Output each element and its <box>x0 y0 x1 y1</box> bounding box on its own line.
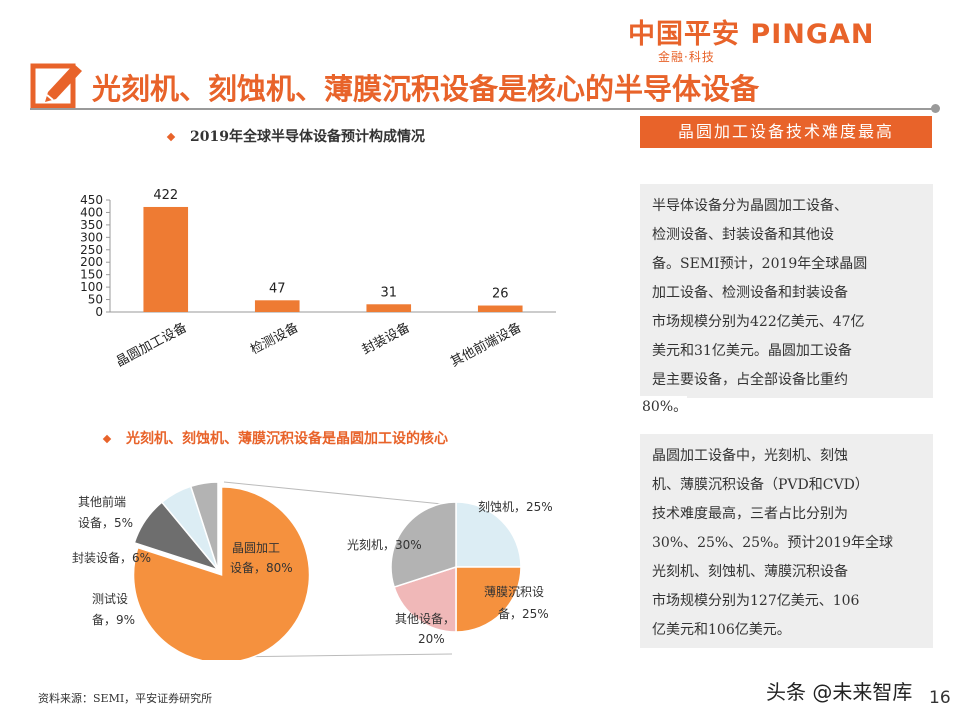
summary-line: 机、薄膜沉积设备（PVD和CVD） <box>652 477 869 493</box>
y-tick-label: 200 <box>80 255 103 269</box>
pie-label-test-2: 备，9% <box>92 613 135 627</box>
pie-label-other-2: 设备，5% <box>78 516 133 530</box>
summary-line: 市场规模分别为422亿美元、47亿 <box>652 314 865 330</box>
summary-box-2: 晶圆加工设备中，光刻机、刻蚀 机、薄膜沉积设备（PVD和CVD） 技术难度最高，… <box>640 434 933 648</box>
bar <box>143 206 189 312</box>
source-note: 资料来源：SEMI，平安证券研究所 <box>38 692 213 705</box>
pie-label-wafer-1: 晶圆加工 <box>232 541 280 555</box>
summary-box-1: 半导体设备分为晶圆加工设备、 检测设备、封装设备和其他设 备。SEMI预计，20… <box>640 184 933 398</box>
x-category-label: 晶圆加工设备 <box>113 319 189 370</box>
right-panel-header: 晶圆加工设备技术难度最高 <box>640 116 932 148</box>
summary-line: 晶圆加工设备中，光刻机、刻蚀 <box>652 448 848 464</box>
section-heading-text: 2019年全球半导体设备预计构成情况 <box>190 129 425 145</box>
summary-line: 是主要设备，占全部设备比重约 <box>652 372 848 388</box>
summary-line: 光刻机、刻蚀机、薄膜沉积设备 <box>652 564 848 580</box>
pie-connector-bottom <box>223 653 453 658</box>
pie-label-test-1: 测试设 <box>92 591 128 606</box>
section-heading-text: 光刻机、刻蚀机、薄膜沉积设备是晶圆加工设的核心 <box>126 431 448 447</box>
summary-line: 技术难度最高，三者占比分别为 <box>652 506 848 522</box>
pie-label-etch: 刻蚀机，25% <box>478 500 553 514</box>
summary-line: 加工设备、检测设备和封装设备 <box>652 285 848 301</box>
section-heading-composition: 2019年全球半导体设备预计构成情况 <box>166 126 425 146</box>
summary-line: 半导体设备分为晶圆加工设备、 <box>652 198 848 214</box>
pie-label-pack: 封装设备，6% <box>72 551 151 565</box>
y-tick-label: 300 <box>80 230 103 244</box>
pie-wafer-equipment-share <box>390 501 522 633</box>
bar-value-label: 422 <box>153 188 178 203</box>
title-divider-dot <box>931 104 940 113</box>
pie-slice <box>189 481 219 571</box>
pie-label-otherdev-1: 其他设备， <box>395 612 455 626</box>
y-tick-label: 450 <box>80 193 103 207</box>
diamond-bullet-icon <box>166 132 176 142</box>
summary-line-tail: 80%。 <box>640 396 688 416</box>
pie-slice <box>393 565 457 633</box>
pie-slice <box>455 566 522 633</box>
pie-connector-top <box>223 481 453 506</box>
pie-charts: 晶圆加工 设备，80% 测试设 备，9% 封装设备，6% 其他前端 设备，5% … <box>72 481 553 660</box>
summary-line: 30%、25%、25%。预计2019年全球 <box>652 535 893 551</box>
bar-value-label: 31 <box>380 285 397 300</box>
pie-label-thin-2: 备，25% <box>498 607 549 621</box>
summary-line: 市场规模分别为127亿美元、106 <box>652 593 860 609</box>
y-tick-label: 100 <box>80 280 103 294</box>
y-tick-label: 350 <box>80 218 103 232</box>
section-heading-core: 光刻机、刻蚀机、薄膜沉积设备是晶圆加工设的核心 <box>102 428 448 448</box>
summary-line: 亿美元和106亿美元。 <box>652 622 791 638</box>
y-tick-label: 50 <box>88 293 103 307</box>
pingan-logo: 中国平安 PINGAN 金融·科技 <box>628 12 908 66</box>
bar-value-label: 26 <box>492 287 509 302</box>
watermark: 头条 @未来智库 <box>766 680 913 704</box>
summary-line: 备。SEMI预计，2019年全球晶圆 <box>652 256 868 272</box>
pie-slice <box>132 486 311 660</box>
y-tick-label: 0 <box>95 305 103 319</box>
bar <box>477 305 523 312</box>
x-category-label: 其他前端设备 <box>448 319 524 370</box>
y-tick-label: 150 <box>80 268 103 282</box>
bar-value-label: 47 <box>269 281 286 296</box>
summary-line: 美元和31亿美元。晶圆加工设备 <box>652 343 852 359</box>
pie-label-other-1: 其他前端 <box>78 494 126 509</box>
page-number: 16 <box>929 688 951 708</box>
title-divider <box>30 108 934 110</box>
diamond-bullet-icon <box>102 434 112 444</box>
y-tick-label: 400 <box>80 205 103 219</box>
bar <box>366 304 412 312</box>
pie-slice <box>455 501 522 568</box>
pie-label-otherdev-2: 20% <box>418 632 445 646</box>
pie-slice <box>390 501 457 589</box>
page-title: 光刻机、刻蚀机、薄膜沉积设备是核心的半导体设备 <box>92 72 760 106</box>
pie-label-wafer-2: 设备，80% <box>230 561 293 575</box>
pie-label-thin-1: 薄膜沉积设 <box>484 584 544 599</box>
pie-equipment-share <box>132 481 311 660</box>
edit-pencil-icon <box>30 63 82 108</box>
logo-subtitle: 金融·科技 <box>658 50 715 64</box>
y-tick-label: 250 <box>80 243 103 257</box>
x-category-label: 检测设备 <box>248 319 301 358</box>
x-category-label: 封装设备 <box>359 319 412 358</box>
summary-line: 检测设备、封装设备和其他设 <box>652 227 834 243</box>
pie-label-litho: 光刻机，30% <box>347 538 422 552</box>
logo-text: 中国平安 PINGAN <box>628 19 875 50</box>
bar <box>254 300 300 312</box>
